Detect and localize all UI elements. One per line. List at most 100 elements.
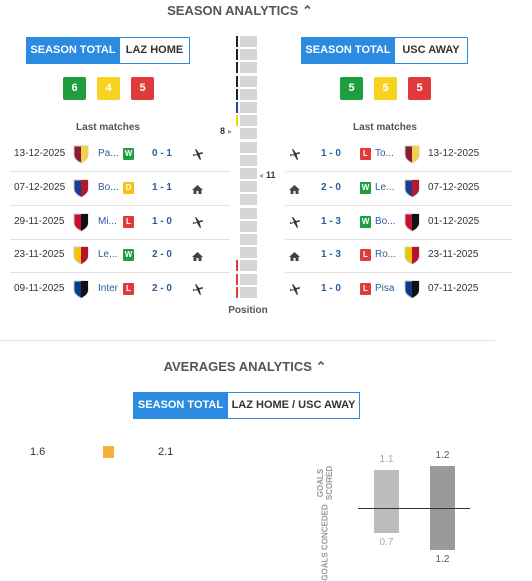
- score: 1 - 3: [320, 215, 341, 227]
- away-icon: [290, 216, 300, 228]
- position-label: Position: [228, 305, 268, 316]
- tab[interactable]: SEASON TOTAL: [133, 392, 228, 419]
- result-badge: W: [360, 181, 371, 194]
- venue-icon: [192, 216, 204, 228]
- team-logo: [71, 212, 91, 232]
- position-block: [240, 260, 257, 272]
- form-count: 5: [340, 77, 363, 100]
- venue-icon: [192, 249, 204, 262]
- tab[interactable]: LAZ HOME / USC AWAY: [227, 392, 360, 419]
- position-block: [240, 234, 257, 245]
- team-logo: [73, 179, 89, 198]
- team-logo: [71, 178, 91, 198]
- conceded-value: 1.2: [435, 554, 450, 565]
- home-icon: [289, 184, 300, 194]
- match-date: 01-12-2025: [428, 215, 480, 227]
- position-zone: [236, 115, 238, 127]
- left-rank-arrow: ▸: [228, 127, 233, 137]
- position-block: [240, 273, 257, 285]
- result-badge: L: [360, 148, 371, 160]
- team-logo: [404, 213, 420, 232]
- axis-line: [358, 508, 470, 509]
- venue-icon: [289, 249, 301, 262]
- team-name: Le...: [375, 181, 395, 193]
- position-zone: [236, 62, 238, 74]
- position-block: [240, 128, 257, 140]
- position-block: [240, 36, 257, 47]
- conceded-bar: [374, 508, 399, 533]
- team-name: Pa...: [98, 148, 119, 159]
- divider: [0, 340, 495, 341]
- position-block: [240, 286, 257, 298]
- position-block: [240, 220, 257, 232]
- home-icon: [192, 184, 203, 194]
- away-icon: [290, 284, 300, 296]
- tab[interactable]: SEASON TOTAL: [301, 37, 395, 64]
- form-count: 4: [97, 77, 120, 100]
- form-count: 5: [131, 77, 154, 100]
- team-name: To...: [375, 148, 394, 159]
- position-block: [240, 115, 257, 127]
- match-date: 07-12-2025: [14, 181, 66, 193]
- team-logo: [73, 246, 89, 265]
- away-icon: [193, 284, 203, 296]
- venue-icon: [289, 148, 301, 160]
- row-separator: [285, 238, 513, 240]
- goals-conceded-label: GOALS CONCEDED: [320, 504, 330, 581]
- row-separator: [10, 238, 230, 240]
- averages-title: AVERAGES ANALYTICS ⌃: [163, 359, 327, 374]
- position-zone: [236, 49, 238, 61]
- form-count: 6: [63, 77, 86, 100]
- team-logo: [402, 212, 422, 232]
- team-logo: [404, 246, 420, 265]
- venue-icon: [289, 182, 301, 194]
- team-logo: [404, 179, 420, 198]
- position-zone: [236, 75, 238, 87]
- row-separator: [285, 171, 513, 172]
- match-date: 23-11-2025: [14, 249, 65, 261]
- result-badge: L: [360, 249, 371, 262]
- away-icon: [290, 149, 300, 160]
- position-block: [240, 181, 257, 193]
- match-date: 13-12-2025: [14, 148, 66, 159]
- team-name: Mi...: [98, 215, 117, 227]
- team-logo: [402, 178, 422, 198]
- avg-right-value: 2.1: [158, 446, 174, 458]
- team-logo: [73, 213, 89, 232]
- scored-value: 1.2: [435, 450, 450, 461]
- tab[interactable]: LAZ HOME: [119, 37, 190, 64]
- result-badge: L: [123, 283, 134, 296]
- position-zone: [236, 88, 238, 100]
- venue-icon: [192, 283, 204, 296]
- position-block: [240, 49, 257, 61]
- team-logo: [402, 245, 422, 265]
- team-logo: [402, 144, 422, 164]
- away-icon: [193, 216, 203, 228]
- position-block: [240, 168, 257, 179]
- scored-bar: [374, 469, 399, 508]
- position-zone: [236, 102, 238, 113]
- team-logo: [71, 279, 91, 299]
- match-date: 23-11-2025: [428, 249, 479, 261]
- position-block: [240, 154, 257, 166]
- team-logo: [71, 245, 91, 265]
- venue-icon: [192, 148, 204, 160]
- team-name: Inter: [98, 283, 119, 295]
- team-logo: [71, 144, 91, 164]
- row-separator: [285, 204, 513, 206]
- team-logo: [404, 280, 420, 299]
- row-separator: [10, 272, 230, 274]
- venue-icon: [289, 216, 301, 228]
- venue-icon: [289, 283, 301, 296]
- team-name: Ro...: [375, 249, 397, 261]
- score: 1 - 1: [151, 181, 172, 193]
- tab[interactable]: SEASON TOTAL: [26, 37, 120, 64]
- result-badge: W: [360, 215, 371, 228]
- score: 2 - 0: [320, 181, 341, 193]
- match-date: 09-11-2025: [14, 283, 65, 295]
- tab[interactable]: USC AWAY: [394, 37, 468, 64]
- score: 1 - 3: [320, 249, 341, 261]
- result-badge: D: [123, 181, 134, 194]
- row-separator: [285, 272, 513, 274]
